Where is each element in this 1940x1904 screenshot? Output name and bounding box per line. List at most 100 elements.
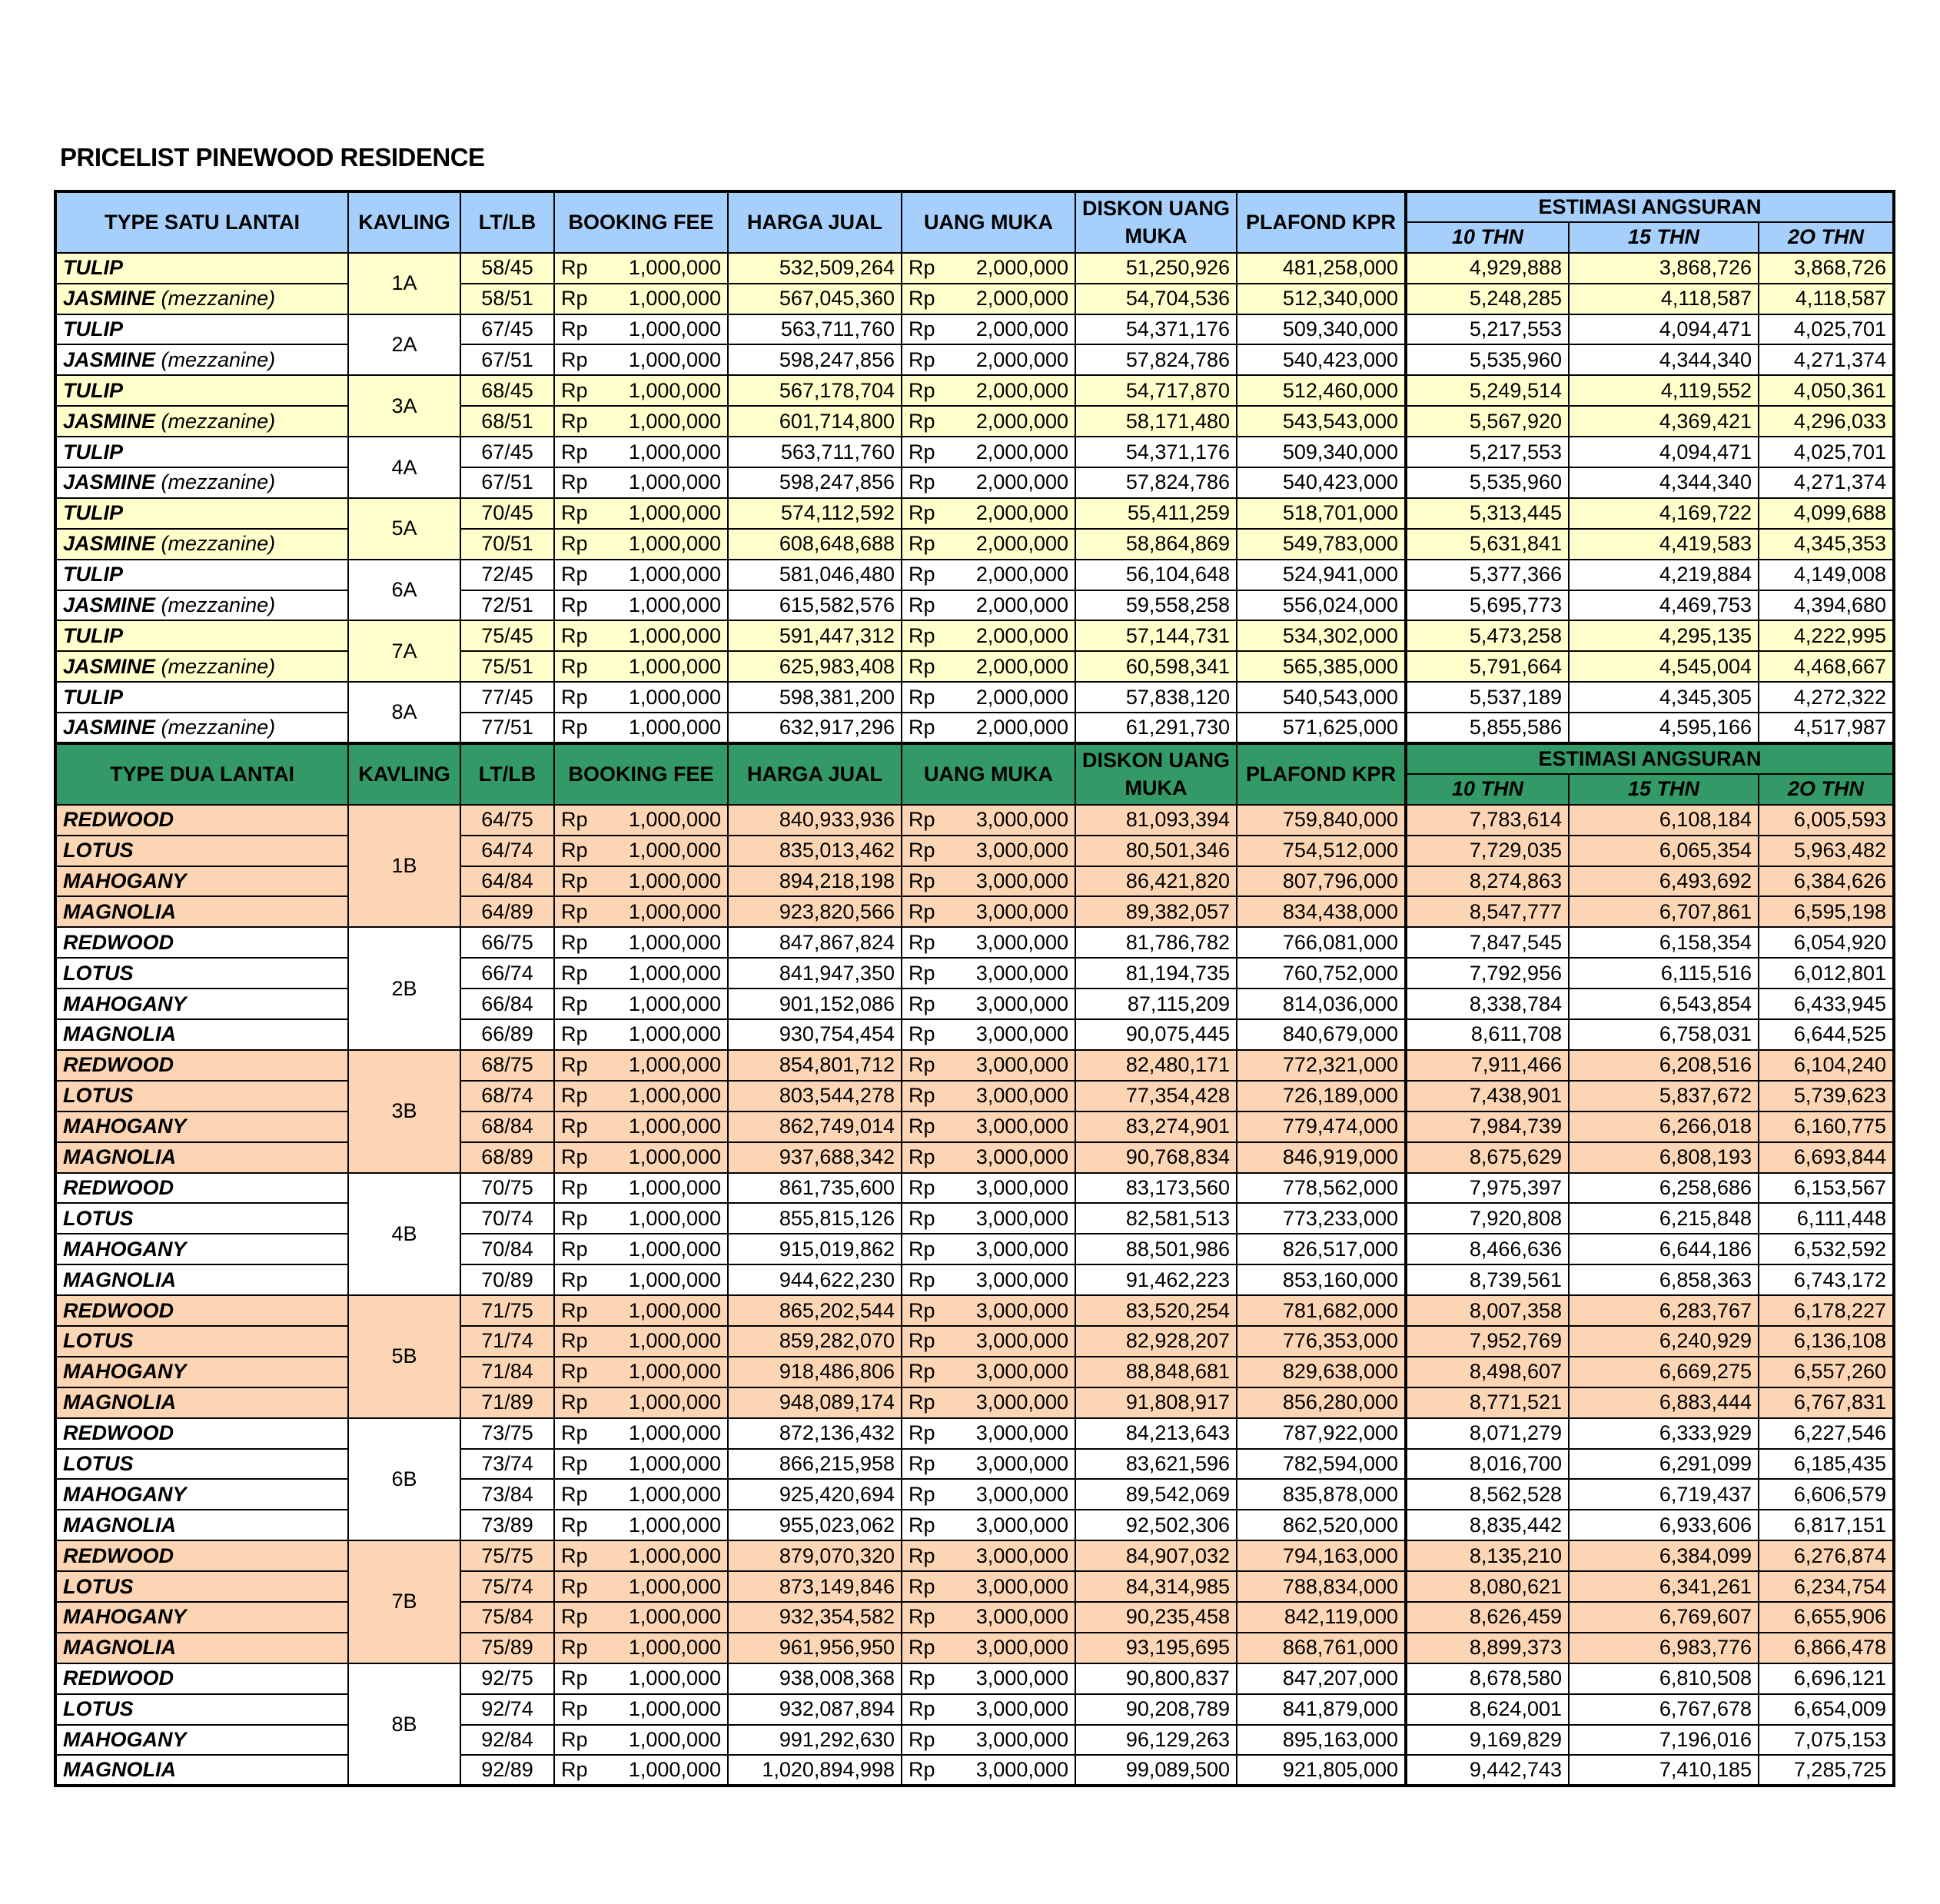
- uang-muka-value: 2,000,000: [975, 440, 1068, 464]
- table-row: REDWOOD 2B 66/75 Rp 1,000,000 847,867,824 Rp 3,…: [55, 926, 1895, 1051]
- angsuran-10-thn-cell: 8,626,459: [1404, 1600, 1570, 1633]
- harga-jual-cell: 855,815,126: [727, 1202, 902, 1235]
- currency-label: Rp: [909, 839, 935, 862]
- unit-type-name: JASMINE (mezzanine): [55, 589, 349, 622]
- harga-jual-cell: 840,933,936: [727, 803, 902, 836]
- diskon-cell: 91,462,223: [1075, 1264, 1237, 1297]
- table-row: TULIP 4A 67/45 Rp 1,000,000 563,711,760 Rp 2,00…: [55, 436, 1895, 499]
- lt-lb-cell: 58/45: [460, 251, 555, 284]
- lt-lb-cell: 67/45: [460, 313, 555, 346]
- harga-jual-cell: 625,983,408: [727, 650, 902, 683]
- plafond-kpr-cell: 788,834,000: [1236, 1570, 1407, 1603]
- booking-fee-wrap: Rp 1,000,000: [561, 932, 721, 953]
- table-row: TULIP 8A 77/45 Rp 1,000,000 598,381,200 Rp 2,00…: [55, 681, 1895, 745]
- booking-fee-cell: Rp 1,000,000: [553, 1294, 729, 1327]
- uang-muka-wrap: Rp 3,000,000: [909, 1331, 1068, 1351]
- lt-lb-cell: 70/51: [460, 527, 555, 560]
- booking-fee-cell: Rp 1,000,000: [553, 988, 729, 1021]
- booking-fee-value: 1,000,000: [628, 1206, 721, 1230]
- diskon-cell: 82,480,171: [1075, 1048, 1237, 1082]
- uang-muka-cell: Rp 3,000,000: [901, 1754, 1076, 1787]
- lt-lb-cell: 75/74: [460, 1570, 555, 1603]
- unit-type-name: JASMINE (mezzanine): [55, 344, 349, 377]
- table-row: MAHOGANY 70/84 Rp 1,000,000 915,019,862 Rp 3,0…: [55, 1233, 1895, 1266]
- booking-fee-wrap: Rp 1,000,000: [561, 1177, 721, 1198]
- angsuran-20-thn-cell: 6,644,525: [1757, 1018, 1895, 1051]
- header-10-thn: 10 THN: [1404, 773, 1570, 806]
- angsuran-15-thn-cell: 4,469,753: [1568, 589, 1759, 622]
- angsuran-15-thn-cell: 6,858,363: [1568, 1264, 1759, 1297]
- angsuran-10-thn-cell: 8,498,607: [1404, 1355, 1570, 1388]
- currency-label: Rp: [909, 1636, 935, 1660]
- unit-type-label: MAGNOLIA: [63, 899, 176, 923]
- angsuran-10-thn-cell: 5,217,553: [1404, 436, 1570, 469]
- harga-jual-cell: 847,867,824: [727, 926, 902, 959]
- diskon-cell: 55,411,259: [1075, 497, 1237, 530]
- unit-type-name: REDWOOD: [55, 803, 349, 836]
- unit-type-name: LOTUS: [55, 1202, 349, 1235]
- currency-label: Rp: [561, 992, 588, 1015]
- unit-type-label: JASMINE: [63, 409, 156, 433]
- uang-muka-value: 2,000,000: [975, 378, 1068, 402]
- uang-muka-value: 3,000,000: [975, 1451, 1068, 1475]
- angsuran-20-thn-cell: 4,272,322: [1757, 681, 1895, 714]
- booking-fee-cell: Rp 1,000,000: [553, 1141, 729, 1174]
- diskon-cell: 86,421,820: [1075, 865, 1237, 898]
- booking-fee-value: 1,000,000: [628, 685, 721, 709]
- angsuran-15-thn-cell: 6,208,516: [1568, 1048, 1759, 1082]
- harga-jual-cell: 991,292,630: [727, 1723, 902, 1756]
- diskon-cell: 54,717,870: [1075, 374, 1237, 407]
- unit-type-name: TULIP: [55, 436, 349, 469]
- uang-muka-wrap: Rp 2,000,000: [909, 409, 1068, 433]
- currency-label: Rp: [561, 685, 588, 709]
- kavling-cell: 3B: [347, 1048, 461, 1174]
- plafond-kpr-cell: 856,280,000: [1236, 1386, 1407, 1419]
- booking-fee-cell: Rp 1,000,000: [553, 1048, 729, 1082]
- currency-label: Rp: [561, 1666, 588, 1690]
- harga-jual-cell: 879,070,320: [727, 1540, 902, 1573]
- diskon-cell: 90,235,458: [1075, 1600, 1237, 1633]
- uang-muka-wrap: Rp 2,000,000: [909, 440, 1068, 464]
- uang-muka-wrap: Rp 3,000,000: [909, 1759, 1068, 1780]
- header-kavling: KAVLING: [347, 191, 461, 254]
- booking-fee-value: 1,000,000: [628, 1360, 721, 1384]
- booking-fee-cell: Rp 1,000,000: [553, 1447, 729, 1480]
- unit-type-name: MAHOGANY: [55, 1600, 349, 1633]
- unit-type-name: MAHOGANY: [55, 1478, 349, 1511]
- plafond-kpr-cell: 834,438,000: [1236, 896, 1407, 929]
- unit-type-name: REDWOOD: [55, 1417, 349, 1450]
- uang-muka-value: 2,000,000: [975, 347, 1068, 371]
- plafond-kpr-cell: 776,353,000: [1236, 1324, 1407, 1357]
- booking-fee-cell: Rp 1,000,000: [553, 1386, 729, 1419]
- currency-label: Rp: [561, 961, 588, 985]
- header-harga-jual: HARGA JUAL: [727, 742, 902, 806]
- harga-jual-cell: 861,735,600: [727, 1171, 902, 1205]
- angsuran-10-thn-cell: 7,984,739: [1404, 1110, 1570, 1143]
- diskon-cell: 57,838,120: [1075, 681, 1237, 714]
- kavling-cell: 3A: [347, 374, 461, 438]
- booking-fee-wrap: Rp 1,000,000: [561, 1759, 721, 1780]
- booking-fee-wrap: Rp 1,000,000: [561, 1331, 721, 1351]
- angsuran-10-thn-cell: 8,071,279: [1404, 1417, 1570, 1450]
- table-row: REDWOOD 3B 68/75 Rp 1,000,000 854,801,712 Rp 3,…: [55, 1048, 1895, 1174]
- diskon-cell: 54,704,536: [1075, 282, 1237, 315]
- currency-label: Rp: [561, 899, 588, 923]
- booking-fee-wrap: Rp 1,000,000: [561, 564, 721, 585]
- table-row: MAGNOLIA 66/89 Rp 1,000,000 930,754,454 Rp 3,0…: [55, 1018, 1895, 1051]
- uang-muka-value: 2,000,000: [975, 501, 1068, 525]
- booking-fee-value: 1,000,000: [628, 1574, 721, 1598]
- angsuran-20-thn-cell: 3,868,726: [1757, 251, 1895, 284]
- currency-label: Rp: [909, 409, 935, 433]
- table-row: JASMINE (mezzanine) 77/51 Rp 1,000,000 632,9…: [55, 712, 1895, 745]
- lt-lb-cell: 68/45: [460, 374, 555, 407]
- plafond-kpr-cell: 782,594,000: [1236, 1447, 1407, 1480]
- angsuran-15-thn-cell: 6,767,678: [1568, 1693, 1759, 1726]
- uang-muka-wrap: Rp 3,000,000: [909, 962, 1068, 984]
- unit-type-label: TULIP: [63, 501, 123, 525]
- booking-fee-wrap: Rp 1,000,000: [561, 809, 721, 830]
- table-row: MAGNOLIA 68/89 Rp 1,000,000 937,688,342 Rp 3,0…: [55, 1141, 1895, 1174]
- angsuran-20-thn-cell: 4,345,353: [1757, 527, 1895, 560]
- kavling-cell: 1B: [347, 803, 461, 929]
- unit-type-name: TULIP: [55, 558, 349, 591]
- currency-label: Rp: [561, 1758, 588, 1782]
